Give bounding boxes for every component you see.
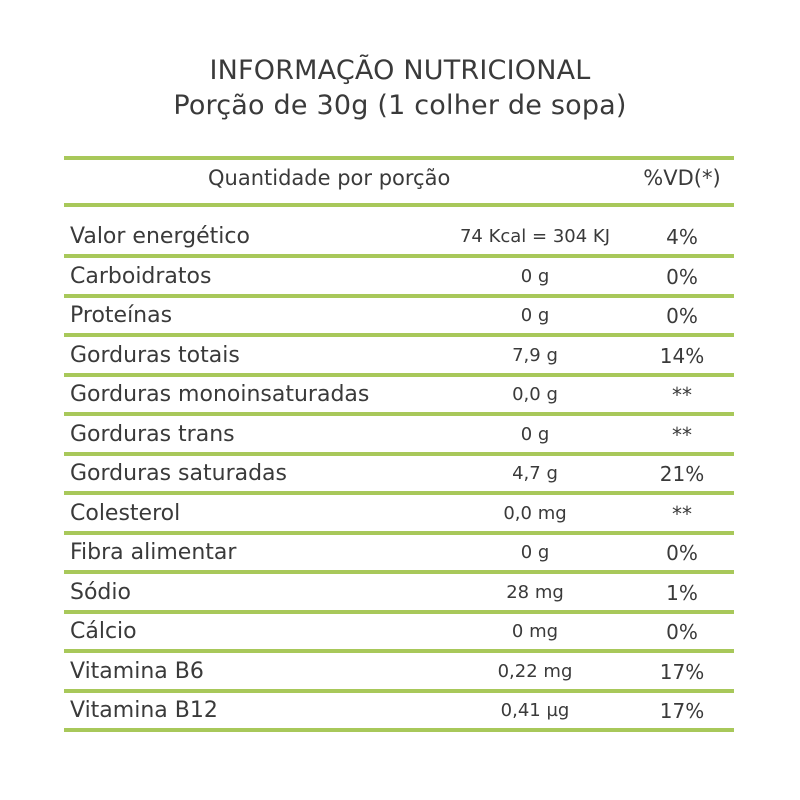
nutrient-vd: 17%	[659, 659, 705, 684]
nutrient-amount: 0 g	[520, 265, 550, 287]
nutrient-amount: 0,0 mg	[503, 502, 567, 524]
row-divider	[64, 373, 734, 377]
nutrition-title-line2: Porção de 30g (1 colher de sopa)	[173, 90, 627, 121]
nutrient-vd: 4%	[666, 225, 698, 249]
nutrient-name: Gorduras saturadas	[70, 461, 288, 486]
header-divider	[64, 203, 734, 207]
nutrient-name: Colesterol	[70, 500, 181, 526]
nutrient-name: Valor energético	[70, 224, 250, 249]
nutrient-name: Gorduras totais	[70, 342, 240, 368]
table-top-divider	[64, 156, 734, 160]
nutrient-amount: 0 g	[520, 423, 550, 445]
row-divider	[64, 531, 734, 535]
row-divider	[64, 570, 734, 574]
nutrient-name: Carboidratos	[70, 263, 212, 289]
nutrient-vd: **	[672, 501, 692, 526]
nutrient-name: Proteínas	[70, 303, 173, 328]
row-divider	[64, 649, 734, 653]
nutrient-vd: **	[672, 422, 692, 447]
nutrient-amount: 28 mg	[506, 581, 564, 603]
nutrient-amount: 0,0 g	[512, 384, 558, 405]
nutrient-amount: 0,41 µg	[500, 700, 570, 721]
nutrient-vd: 0%	[666, 304, 698, 328]
row-divider	[64, 412, 734, 416]
nutrient-amount: 4,7 g	[512, 463, 558, 484]
nutrient-vd: 14%	[659, 343, 705, 368]
nutrient-vd: 21%	[659, 462, 705, 486]
nutrient-amount: 0 mg	[511, 621, 559, 642]
nutrient-amount: 7,9 g	[512, 344, 558, 366]
nutrition-title-line1: INFORMAÇÃO NUTRICIONAL	[209, 55, 591, 86]
row-divider	[64, 333, 734, 337]
row-divider	[64, 452, 734, 456]
nutrient-name: Vitamina B6	[70, 658, 204, 684]
row-divider	[64, 254, 734, 258]
header-quantity-label: Quantidade por porção	[208, 166, 451, 190]
nutrient-name: Cálcio	[70, 619, 137, 644]
row-divider	[64, 728, 734, 732]
row-divider	[64, 491, 734, 495]
nutrient-name: Vitamina B12	[70, 698, 218, 723]
nutrient-name: Sódio	[70, 579, 131, 605]
nutrient-vd: 1%	[666, 580, 698, 605]
row-divider	[64, 294, 734, 298]
nutrient-vd: 17%	[659, 699, 705, 723]
nutrient-amount: 74 Kcal = 304 KJ	[459, 226, 611, 247]
row-divider	[64, 689, 734, 693]
nutrient-amount: 0,22 mg	[497, 660, 573, 682]
header-vd-label: %VD(*)	[643, 166, 721, 190]
row-divider	[64, 610, 734, 614]
nutrient-amount: 0 g	[520, 542, 550, 563]
nutrient-name: Gorduras monoinsaturadas	[70, 382, 370, 407]
nutrient-vd: 0%	[666, 541, 698, 565]
nutrient-amount: 0 g	[520, 305, 550, 326]
nutrient-vd: 0%	[666, 620, 698, 644]
nutrient-name: Gorduras trans	[70, 421, 235, 447]
nutrient-vd: **	[672, 383, 692, 407]
nutrient-vd: 0%	[666, 264, 698, 289]
nutrient-name: Fibra alimentar	[70, 540, 237, 565]
